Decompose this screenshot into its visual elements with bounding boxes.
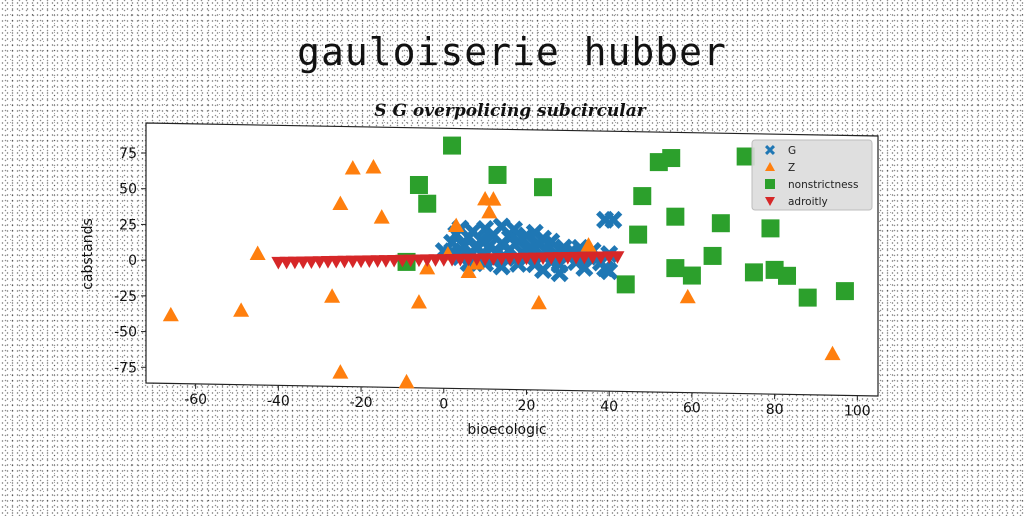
x-tick-label: 20 (518, 398, 536, 414)
data-point-nonstrictness (488, 165, 507, 184)
x-tick-label: 60 (683, 401, 701, 417)
figure-title: gauloiserie hubber (297, 30, 727, 74)
data-point-Z (419, 259, 436, 275)
data-point-Z (249, 245, 266, 260)
data-point-Z (332, 195, 349, 210)
data-point-nonstrictness (744, 263, 763, 282)
legend-box (751, 139, 873, 211)
y-axis-label: cabstands (80, 218, 96, 290)
data-point-Z (410, 294, 427, 309)
data-point-Z (373, 209, 390, 224)
data-point-nonstrictness (534, 178, 553, 197)
y-tick-label: -75 (114, 360, 137, 376)
x-tick-label: -40 (267, 393, 290, 409)
data-point-Z (485, 191, 502, 206)
data-point-Z (460, 263, 477, 278)
legend-label: G (788, 145, 796, 157)
data-point-Z (679, 288, 696, 304)
data-point-Z (233, 302, 250, 317)
data-point-nonstrictness (616, 275, 635, 294)
series-nonstrictness (397, 136, 854, 307)
data-point-adroitly (610, 251, 625, 264)
x-tick-label: -60 (184, 392, 207, 408)
data-point-nonstrictness (682, 266, 701, 285)
y-tick-label: 50 (119, 182, 137, 198)
y-tick-label: 0 (128, 253, 137, 269)
y-tick-label: -50 (114, 325, 137, 341)
data-point-Z (365, 159, 382, 174)
data-point-G (492, 257, 511, 276)
data-point-nonstrictness (662, 149, 681, 168)
legend-label: adroitly (788, 196, 828, 208)
data-point-nonstrictness (409, 175, 428, 194)
data-point-G (534, 261, 553, 280)
x-tick-label: 0 (439, 396, 448, 412)
data-point-Z (580, 237, 597, 252)
series-Z (162, 159, 841, 389)
chart-title: S G overpolicing subcircular (374, 101, 647, 121)
data-point-Z (344, 160, 361, 175)
data-point-nonstrictness (629, 225, 648, 244)
series-adroitly (271, 251, 625, 270)
data-point-Z (162, 306, 179, 322)
data-point-G (604, 210, 623, 229)
data-point-Z (824, 345, 841, 361)
x-axis-label: bioecologic (467, 422, 546, 438)
legend-label: Z (788, 162, 795, 174)
data-point-nonstrictness (778, 266, 797, 285)
data-point-Z (448, 217, 465, 233)
data-point-Z (530, 294, 547, 310)
data-point-nonstrictness (761, 219, 780, 238)
data-point-nonstrictness (666, 207, 685, 226)
x-tick-label: 80 (766, 402, 784, 418)
x-tick-label: -20 (350, 395, 373, 411)
x-tick-label: 40 (600, 399, 618, 415)
data-point-G (505, 220, 524, 239)
data-point-nonstrictness (835, 282, 854, 301)
legend-marker-adroitly (765, 197, 775, 206)
data-point-G (542, 232, 561, 251)
data-point-G (575, 258, 594, 277)
x-tick-label: 100 (844, 404, 871, 420)
data-point-G (550, 264, 569, 283)
data-point-Z (398, 373, 415, 389)
data-point-nonstrictness (711, 214, 730, 233)
data-point-nonstrictness (633, 187, 652, 206)
legend-marker-nonstrictness (765, 179, 775, 189)
data-point-Z (332, 364, 349, 379)
y-tick-label: 75 (119, 146, 137, 162)
legend-label: nonstrictness (788, 179, 859, 191)
y-tick-label: -25 (114, 289, 137, 305)
data-point-Z (324, 288, 341, 303)
data-point-nonstrictness (666, 259, 685, 278)
legend-marker-G (765, 145, 775, 155)
legend-marker-Z (765, 162, 775, 171)
data-point-nonstrictness (798, 288, 817, 307)
data-point-nonstrictness (443, 136, 462, 155)
data-point-nonstrictness (736, 147, 755, 166)
data-point-nonstrictness (418, 194, 437, 213)
data-point-Z (481, 203, 498, 219)
data-point-G (600, 262, 619, 281)
data-point-nonstrictness (703, 246, 722, 265)
y-tick-label: 25 (119, 217, 137, 233)
